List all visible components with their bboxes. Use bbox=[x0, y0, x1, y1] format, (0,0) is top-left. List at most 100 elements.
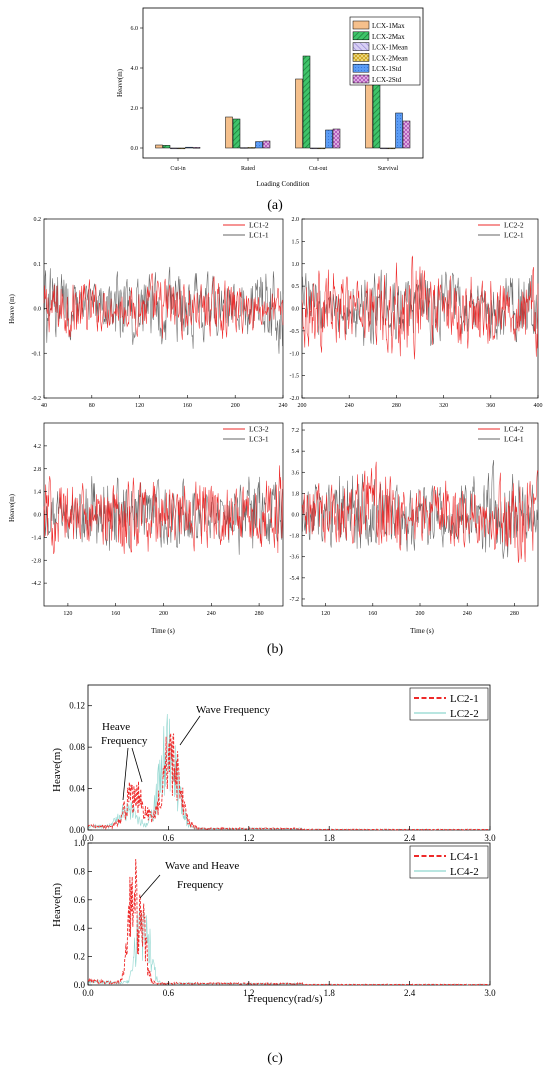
chart-a: 0.02.04.06.0 Cut-in Rated Cut-out Survival … bbox=[116, 7, 424, 213]
y-tick-label: -5.4 bbox=[290, 576, 300, 582]
chart-b3: 120 160 200 240 280 4.2 2.8 1.4 0.0 -1.4 -2.8 -4.2 L… bbox=[32, 422, 284, 617]
x-tick-label: 120 bbox=[63, 611, 72, 617]
legend-swatch-lcx-2mean bbox=[352, 53, 370, 62]
series-line-lc2-1 bbox=[87, 733, 491, 831]
legend-label-lcx-2max: LCX-2Max bbox=[372, 33, 405, 41]
chart-a-plot-frame bbox=[142, 7, 424, 159]
y-tick-label: 1.0 bbox=[74, 838, 86, 848]
y-tick-label: 3.6 bbox=[292, 470, 300, 476]
y-tick-label: 2.0 bbox=[131, 106, 139, 112]
y-tick-label: -0.2 bbox=[32, 396, 42, 402]
y-tick-label: 0.0 bbox=[131, 146, 139, 152]
x-tick-label: 240 bbox=[345, 403, 354, 409]
bar-lcx-2std-cut-in bbox=[192, 147, 201, 149]
legend-label-lc3-1: LC3-1 bbox=[249, 435, 269, 444]
annotation-heave: Heave bbox=[102, 721, 130, 733]
y-tick-label: 0.4 bbox=[74, 923, 86, 933]
series-line-lc1-2 bbox=[43, 272, 284, 340]
chart-b-ylabel-bottom: Heave(m) bbox=[8, 493, 16, 522]
y-tick-label: 2.8 bbox=[34, 467, 42, 473]
x-tick-label: 200 bbox=[231, 403, 240, 409]
chart-c2-ylabel: Heave(m) bbox=[51, 883, 63, 927]
panel-label-a: (a) bbox=[267, 198, 283, 213]
chart-b: 40 80 120 160 200 2400.20.10.0-0.1-0.2LC1-2LC… bbox=[8, 217, 543, 657]
x-tick-label: 2.4 bbox=[404, 833, 416, 843]
series-line-lc2-2 bbox=[301, 255, 539, 360]
bar-lcx-2mean-rated bbox=[247, 147, 256, 149]
legend-label-lc1-1: LC1-1 bbox=[249, 231, 269, 240]
x-tick-label: 200 bbox=[298, 403, 307, 409]
legend-swatch-lcx-2std bbox=[352, 74, 370, 84]
legend-label-lcx-2mean: LCX-2Mean bbox=[372, 54, 408, 62]
chart-b4: 120 160 200 240 280 7.2 5.4 3.6 1.8 0.0 -1.8 -3.6 -5… bbox=[290, 422, 539, 617]
bar-lcx-2mean-cut-out bbox=[317, 147, 326, 150]
x-tick-label: 1.8 bbox=[324, 988, 336, 998]
chart-a-xlabel: Loading Condition bbox=[256, 180, 310, 188]
bar-lcx-2max-cut-in bbox=[162, 145, 171, 149]
y-tick-label: -2.8 bbox=[32, 558, 42, 564]
x-tick-label: 160 bbox=[111, 611, 120, 617]
y-tick-label: 0.5 bbox=[292, 284, 300, 290]
legend-swatch-lcx-1std bbox=[352, 63, 370, 73]
y-tick-label: 0.08 bbox=[69, 742, 85, 752]
x-tick-label: 0.6 bbox=[163, 833, 175, 843]
chart-a-legend: LCX-1Max LCX-2Max LCX-1Mean LCX-2Mean LCX-1S… bbox=[349, 16, 421, 86]
y-tick-label: 6.0 bbox=[131, 26, 139, 32]
y-tick-label: 1.4 bbox=[34, 490, 42, 496]
bar-lcx-2std-survival bbox=[402, 120, 411, 149]
x-tick-label-rated: Rated bbox=[241, 166, 255, 172]
y-tick-label: 0.0 bbox=[74, 980, 86, 990]
legend-label-lc2-2: LC2-2 bbox=[504, 221, 524, 230]
x-tick-label: 200 bbox=[416, 611, 425, 617]
x-tick-label: 40 bbox=[41, 403, 47, 409]
y-tick-label: 4.2 bbox=[34, 444, 42, 450]
chart-b-xlabel-left: Time (s) bbox=[151, 627, 175, 635]
chart-c2: 0.0 0.6 1.2 1.8 2.4 3.0 0.0 0.2 0.4 0.6 0.8 1.0 LC4-… bbox=[74, 838, 496, 998]
x-tick-label: 120 bbox=[135, 403, 144, 409]
bar-lcx-1mean-cut-in bbox=[170, 147, 178, 150]
chart-b1: 40 80 120 160 200 240 0.2 0.1 0.0 -0.1 -0.2 LC1-2LC… bbox=[32, 217, 288, 409]
chart-b2: 200 240 280 320 360 400 2.0 1.5 1.0 0.5 0.0 -0.5 -1.… bbox=[290, 217, 543, 409]
bar-lcx-1std-rated bbox=[255, 141, 263, 149]
legend-label-lc4-1: LC4-1 bbox=[504, 435, 524, 444]
bar-lcx-2std-rated bbox=[262, 140, 271, 149]
y-tick-label: 0.0 bbox=[292, 307, 300, 313]
panel-label-b: (b) bbox=[267, 642, 284, 657]
annotation-arrows-c1 bbox=[122, 715, 201, 801]
bar-lcx-2mean-cut-in bbox=[177, 147, 186, 150]
chart-b-ylabel-top: Heave (m) bbox=[8, 293, 16, 323]
y-tick-label: -4.2 bbox=[32, 581, 42, 587]
chart-a-ylabel: Heave(m) bbox=[116, 68, 124, 97]
y-tick-label: 0.0 bbox=[34, 513, 42, 519]
x-tick-label: 320 bbox=[439, 403, 448, 409]
x-tick-label: 1.2 bbox=[243, 988, 254, 998]
y-tick-label: -7.2 bbox=[290, 597, 300, 603]
legend-label-lc2-2: LC2-2 bbox=[450, 708, 479, 720]
legend-label-lcx-1std: LCX-1Std bbox=[372, 65, 402, 73]
y-tick-label: 7.2 bbox=[292, 428, 300, 434]
y-tick-label: 0.12 bbox=[69, 701, 85, 711]
annotation-wave-and-heave-frequency: Frequency bbox=[177, 879, 224, 891]
x-tick-label-survival: Survival bbox=[378, 166, 399, 172]
bar-lcx-1mean-cut-out bbox=[310, 147, 318, 150]
bar-lcx-1std-survival bbox=[395, 112, 403, 149]
x-tick-label-cut-out: Cut-out bbox=[309, 166, 328, 172]
bar-lcx-2max-rated bbox=[232, 118, 241, 149]
legend-box-c1 bbox=[409, 687, 489, 721]
series-line-lc4-1 bbox=[87, 858, 491, 986]
series-line-lc4-2 bbox=[87, 907, 491, 986]
legend-label-lc2-1: LC2-1 bbox=[504, 231, 524, 240]
bar-lcx-2mean-survival bbox=[387, 147, 396, 150]
x-tick-label: 280 bbox=[510, 611, 519, 617]
legend-label-lc4-2: LC4-2 bbox=[504, 425, 524, 434]
y-tick-label: 0.1 bbox=[34, 262, 42, 268]
x-tick-label: 360 bbox=[486, 403, 495, 409]
y-tick-label: -0.1 bbox=[32, 351, 42, 357]
legend-label-lc2-1: LC2-1 bbox=[450, 693, 479, 705]
x-tick-label: 1.2 bbox=[243, 833, 254, 843]
y-tick-label: 0.2 bbox=[34, 217, 42, 223]
chart-c: 0.0 0.6 1.2 1.8 2.4 3.0 0.00 0.04 0.08 0.12 LC2-1 L… bbox=[51, 684, 496, 1066]
panel-label-c: (c) bbox=[267, 1051, 283, 1066]
chart-c2-frame bbox=[87, 842, 491, 986]
bar-lcx-1mean-rated bbox=[240, 147, 248, 149]
